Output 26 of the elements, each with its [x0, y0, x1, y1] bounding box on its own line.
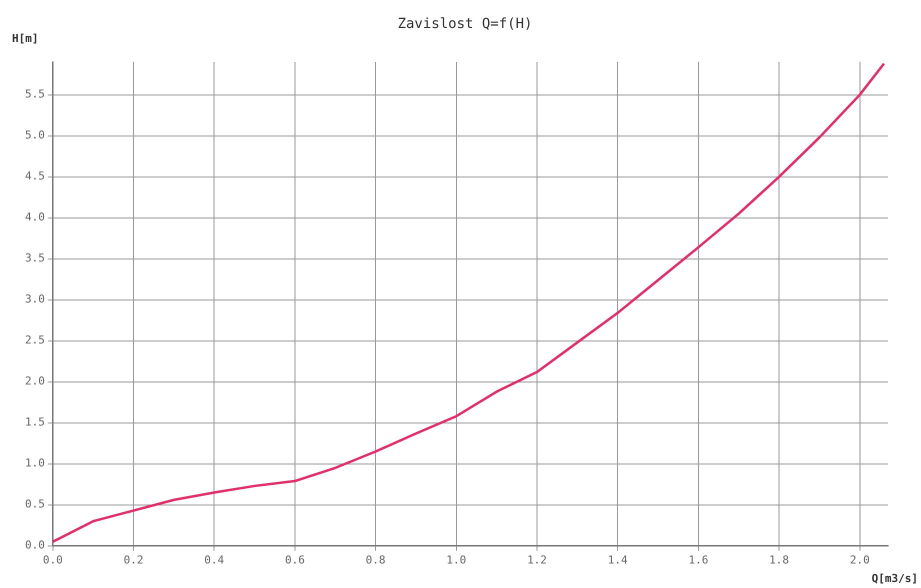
x-tick-label: 1.6	[688, 553, 708, 566]
y-tick-label: 3.5	[24, 252, 45, 265]
x-tick-label: 0.2	[124, 553, 144, 566]
x-tick-label: 1.0	[446, 553, 466, 566]
y-tick-label: 0.0	[24, 538, 45, 552]
y-tick-label: 0.5	[24, 498, 45, 511]
y-tick-label: 5.5	[24, 88, 45, 101]
y-tick-label: 3.0	[24, 292, 45, 306]
y-tick-label: 4.0	[24, 210, 45, 224]
x-tick-label: 1.2	[527, 553, 547, 566]
x-tick-label: 0.0	[42, 553, 63, 566]
x-tick-label: 2.0	[850, 553, 870, 566]
x-axis-title: Q[m3/s]	[872, 572, 918, 585]
y-tick-label: 5.0	[24, 128, 45, 142]
x-tick-label: 0.6	[285, 553, 305, 566]
x-tick-label: 1.8	[769, 553, 790, 566]
y-tick-label: 1.5	[24, 416, 45, 429]
y-tick-label: 2.5	[24, 334, 45, 347]
y-axis-title: H[m]	[12, 32, 38, 45]
chart-title: Zavislost Q=f(H)	[398, 16, 532, 32]
x-tick-label: 1.4	[608, 553, 628, 566]
x-tick-label: 0.8	[366, 553, 386, 566]
y-tick-label: 1.0	[24, 456, 45, 470]
y-tick-label: 4.5	[24, 170, 45, 183]
y-tick-label: 2.0	[24, 374, 45, 388]
x-tick-label: 0.4	[204, 553, 225, 566]
